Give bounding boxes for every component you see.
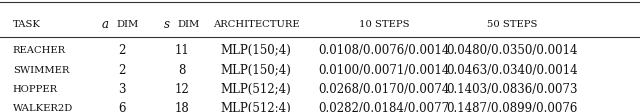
Text: DIM: DIM <box>117 20 139 29</box>
Text: SWIMMER: SWIMMER <box>13 65 69 74</box>
Text: 0.1487/0.0899/0.0076: 0.1487/0.0899/0.0076 <box>446 101 578 112</box>
Text: HOPPER: HOPPER <box>13 84 58 93</box>
Text: 2: 2 <box>118 44 125 57</box>
Text: ARCHITECTURE: ARCHITECTURE <box>212 20 300 29</box>
Text: 3: 3 <box>118 82 125 95</box>
Text: 11: 11 <box>175 44 190 57</box>
Text: 50 STEPS: 50 STEPS <box>487 20 537 29</box>
Text: 12: 12 <box>175 82 190 95</box>
Text: 0.0282/0.0184/0.0077: 0.0282/0.0184/0.0077 <box>319 101 449 112</box>
Text: WALKER2D: WALKER2D <box>13 103 73 112</box>
Text: 0.0100/0.0071/0.0014: 0.0100/0.0071/0.0014 <box>318 63 450 76</box>
Text: MLP(150;4): MLP(150;4) <box>221 63 291 76</box>
Text: s: s <box>163 18 170 31</box>
Text: 0.0108/0.0076/0.0014: 0.0108/0.0076/0.0014 <box>318 44 450 57</box>
Text: 10 STEPS: 10 STEPS <box>359 20 409 29</box>
Text: 0.0463/0.0340/0.0014: 0.0463/0.0340/0.0014 <box>446 63 578 76</box>
Text: 0.1403/0.0836/0.0073: 0.1403/0.0836/0.0073 <box>446 82 578 95</box>
Text: TASK: TASK <box>13 20 41 29</box>
Text: 6: 6 <box>118 101 125 112</box>
Text: DIM: DIM <box>178 20 200 29</box>
Text: REACHER: REACHER <box>13 46 66 55</box>
Text: MLP(150;4): MLP(150;4) <box>221 44 291 57</box>
Text: a: a <box>102 18 109 31</box>
Text: 0.0480/0.0350/0.0014: 0.0480/0.0350/0.0014 <box>446 44 578 57</box>
Text: MLP(512;4): MLP(512;4) <box>221 82 291 95</box>
Text: MLP(512;4): MLP(512;4) <box>221 101 291 112</box>
Text: 0.0268/0.0170/0.0074: 0.0268/0.0170/0.0074 <box>318 82 450 95</box>
Text: 8: 8 <box>179 63 186 76</box>
Text: 18: 18 <box>175 101 190 112</box>
Text: 2: 2 <box>118 63 125 76</box>
